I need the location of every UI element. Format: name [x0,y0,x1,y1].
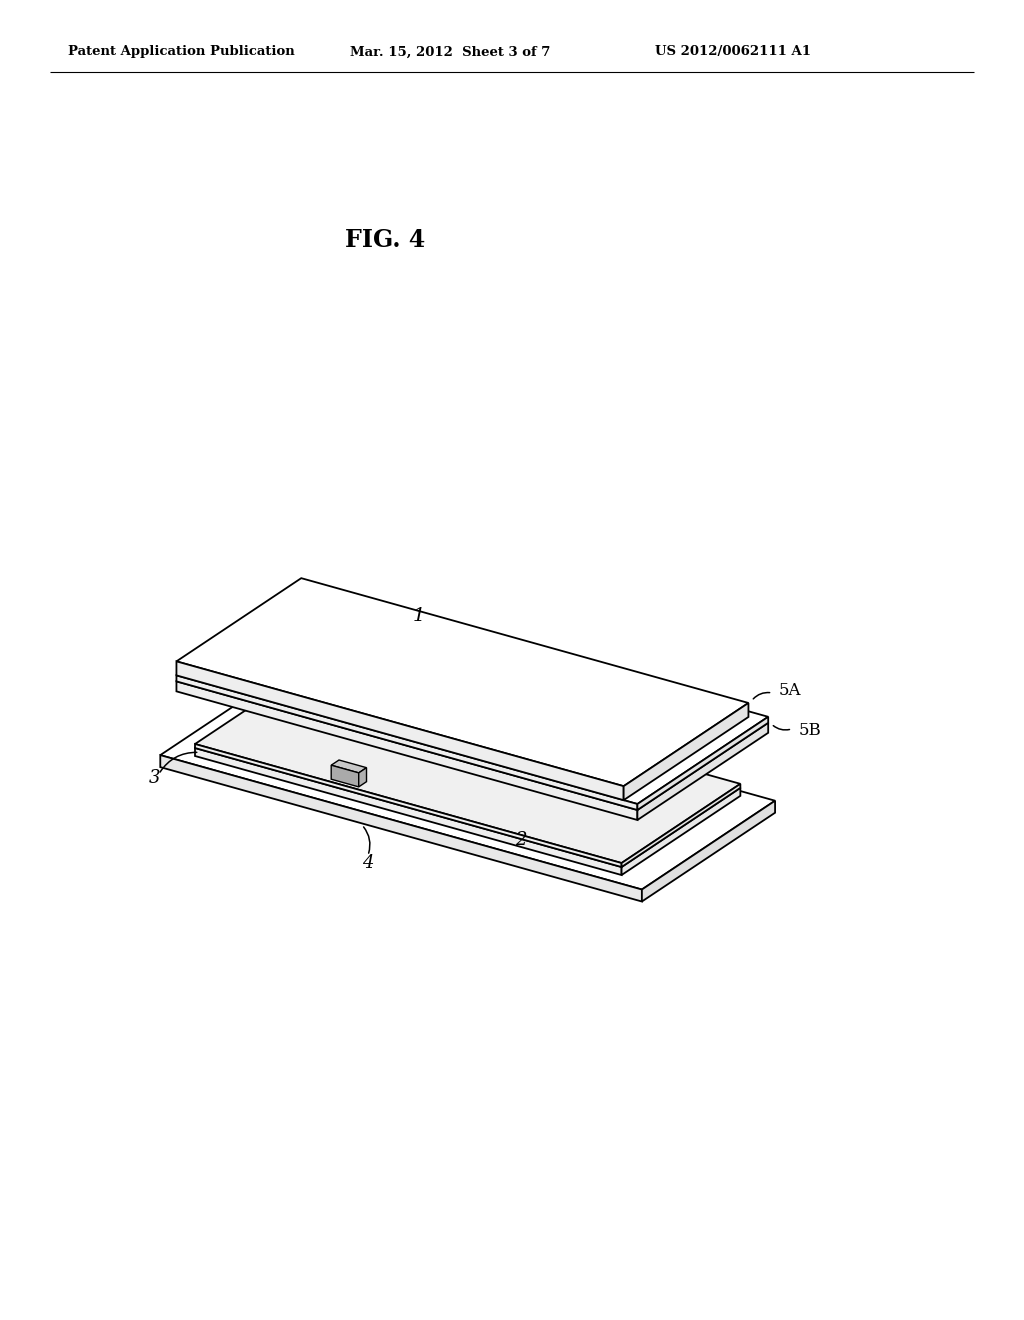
Polygon shape [176,589,768,804]
Polygon shape [642,801,775,902]
Text: 3: 3 [148,770,160,788]
Polygon shape [176,681,637,820]
Polygon shape [195,748,622,875]
Polygon shape [624,704,749,800]
Polygon shape [195,665,740,863]
Polygon shape [176,661,624,800]
Text: Mar. 15, 2012  Sheet 3 of 7: Mar. 15, 2012 Sheet 3 of 7 [350,45,550,58]
Text: 5B: 5B [798,722,821,739]
Text: US 2012/0062111 A1: US 2012/0062111 A1 [655,45,811,58]
Text: 4: 4 [362,854,374,871]
Polygon shape [161,667,775,890]
Text: Patent Application Publication: Patent Application Publication [68,45,295,58]
Polygon shape [358,768,367,787]
Polygon shape [195,669,740,867]
Polygon shape [195,744,622,867]
Text: 5A: 5A [778,682,801,700]
Polygon shape [161,755,642,902]
Text: 1: 1 [413,607,425,624]
Polygon shape [176,578,749,787]
Text: 2: 2 [515,832,526,849]
Polygon shape [637,717,768,810]
Polygon shape [331,760,367,774]
Polygon shape [622,788,740,875]
Polygon shape [637,723,768,820]
Polygon shape [331,766,358,787]
Polygon shape [176,676,637,810]
Polygon shape [176,594,768,810]
Polygon shape [622,784,740,867]
Text: FIG. 4: FIG. 4 [345,228,425,252]
